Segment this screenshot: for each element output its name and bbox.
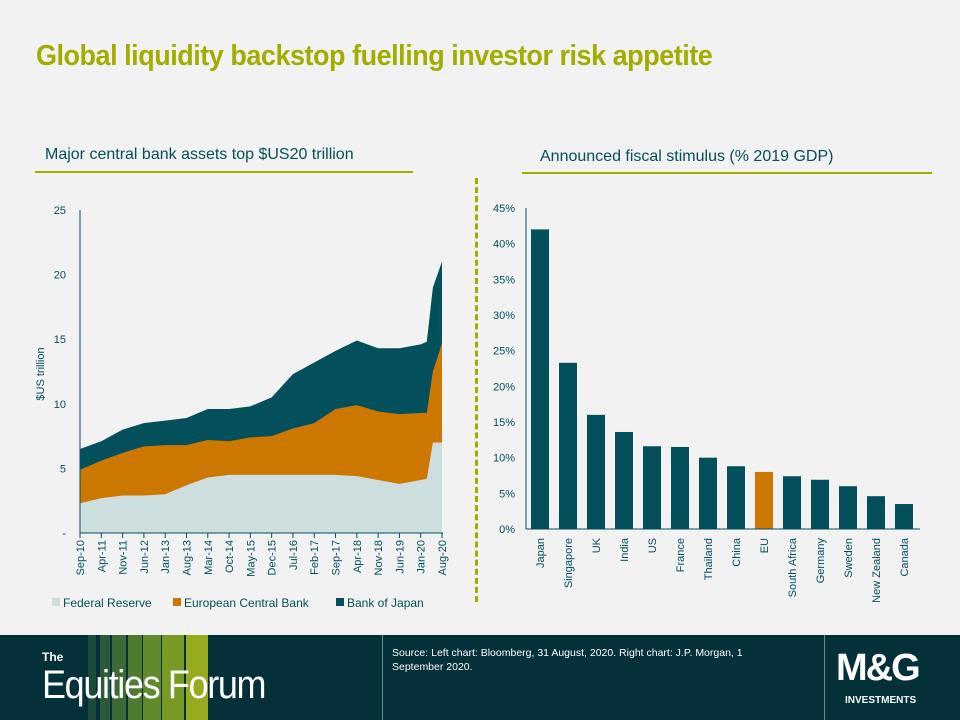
bar-thailand: [699, 457, 717, 529]
x-tick-label: Apr-18: [352, 540, 364, 573]
bar-us: [643, 446, 661, 529]
x-tick-label: India: [619, 537, 631, 562]
bar-france: [671, 446, 689, 529]
y-tick-label: 0%: [499, 524, 515, 536]
x-tick-label: EU: [759, 538, 771, 553]
bar-uk: [587, 414, 605, 529]
y-tick-label: 25: [54, 205, 66, 217]
brand-the: The: [42, 650, 64, 664]
y-tick-label: 45%: [493, 203, 515, 215]
x-tick-label: Jul-16: [288, 540, 300, 570]
x-tick-label: Apr-11: [96, 540, 108, 572]
x-tick-label: South Africa: [787, 537, 799, 597]
x-tick-label: France: [675, 538, 687, 572]
x-tick-label: Aug-13: [181, 540, 193, 575]
right-title-underline: [522, 172, 932, 174]
bar-south-africa: [783, 476, 801, 529]
y-tick-label: 20%: [493, 381, 515, 393]
y-tick-label: 15%: [493, 417, 515, 429]
bar-canada: [895, 504, 913, 529]
x-tick-label: Jan-13: [160, 540, 172, 574]
y-tick-label: 10: [54, 399, 66, 411]
bar-japan: [531, 229, 549, 529]
bar-eu: [755, 471, 773, 529]
x-tick-label: Aug-20: [437, 540, 449, 575]
y-tick-label: 10%: [493, 453, 515, 465]
y-tick-label: 5: [60, 463, 66, 475]
x-tick-label: Thailand: [703, 538, 715, 580]
y-tick-label: 30%: [493, 310, 515, 322]
left-title-underline: [35, 171, 413, 173]
x-tick-label: Feb-17: [309, 540, 321, 575]
footer: The Equities Forum Source: Left chart: B…: [0, 635, 960, 720]
x-tick-label: China: [731, 537, 743, 567]
y-tick-label: 5%: [499, 488, 515, 500]
x-tick-label: Singapore: [563, 538, 575, 588]
left-chart-title: Major central bank assets top $US20 tril…: [45, 146, 354, 163]
mg-logo-sub: INVESTMENTS: [845, 695, 917, 706]
legend-label: Bank of Japan: [347, 596, 424, 610]
x-tick-label: Dec-15: [267, 540, 279, 575]
source-note: Source: Left chart: Bloomberg, 31 August…: [392, 647, 743, 673]
x-tick-label: Mar-14: [203, 540, 215, 575]
page-title: Global liquidity backstop fuelling inves…: [36, 40, 713, 72]
chart-divider: [475, 178, 478, 602]
x-tick-label: Sep-10: [75, 540, 87, 575]
bar-germany: [811, 479, 829, 529]
right-chart-title: Announced fiscal stimulus (% 2019 GDP): [540, 148, 834, 165]
bar-sweden: [839, 486, 857, 529]
x-tick-label: Japan: [535, 538, 547, 568]
x-tick-label: UK: [591, 537, 603, 553]
y-tick-label: -: [62, 528, 66, 540]
x-tick-label: Canada: [899, 537, 911, 576]
bar-new-zealand: [867, 496, 885, 529]
x-tick-label: Jan-20: [416, 540, 428, 574]
legend-label: Federal Reserve: [63, 596, 152, 610]
x-tick-label: Oct-14: [224, 540, 236, 573]
x-tick-label: Sep-17: [331, 540, 343, 575]
x-tick-label: Sweden: [843, 538, 855, 578]
central-bank-assets-chart: - 5 10 15 20 25 Sep-10 Apr-11 Nov-11 Jun-12 Jan-13…: [35, 205, 449, 610]
y-tick-label: 15: [54, 334, 66, 346]
bar-india: [615, 431, 633, 529]
mg-logo: M&G: [836, 647, 921, 689]
y-axis-label: $US trillion: [35, 347, 47, 400]
fiscal-stimulus-chart: 0% 5% 10% 15% 20% 25% 30% 35% 40% 45% Japan Singapo…: [493, 203, 920, 603]
x-tick-label: US: [647, 538, 659, 553]
bar-singapore: [559, 362, 577, 529]
legend-swatch: [173, 598, 181, 606]
y-tick-label: 25%: [493, 346, 515, 358]
legend-swatch: [52, 598, 60, 606]
x-tick-label: New Zealand: [871, 538, 883, 603]
bar-china: [727, 466, 745, 529]
y-tick-label: 35%: [493, 274, 515, 286]
x-tick-label: Nov-18: [373, 540, 385, 575]
legend-label: European Central Bank: [184, 596, 310, 610]
y-tick-label: 40%: [493, 239, 515, 251]
charts-svg: - 5 10 15 20 25 Sep-10 Apr-11 Nov-11 Jun-12 Jan-13…: [35, 203, 920, 610]
x-tick-label: May-15: [245, 540, 257, 577]
x-tick-label: Jun-12: [139, 540, 151, 574]
brand-name: Equities Forum: [42, 663, 267, 707]
area-federal-reserve: [80, 442, 442, 533]
x-tick-label: Nov-11: [118, 540, 130, 575]
y-tick-label: 20: [54, 270, 66, 282]
x-tick-label: Germany: [815, 538, 827, 584]
legend-swatch: [336, 598, 344, 606]
x-tick-label: Jun-19: [394, 540, 406, 574]
